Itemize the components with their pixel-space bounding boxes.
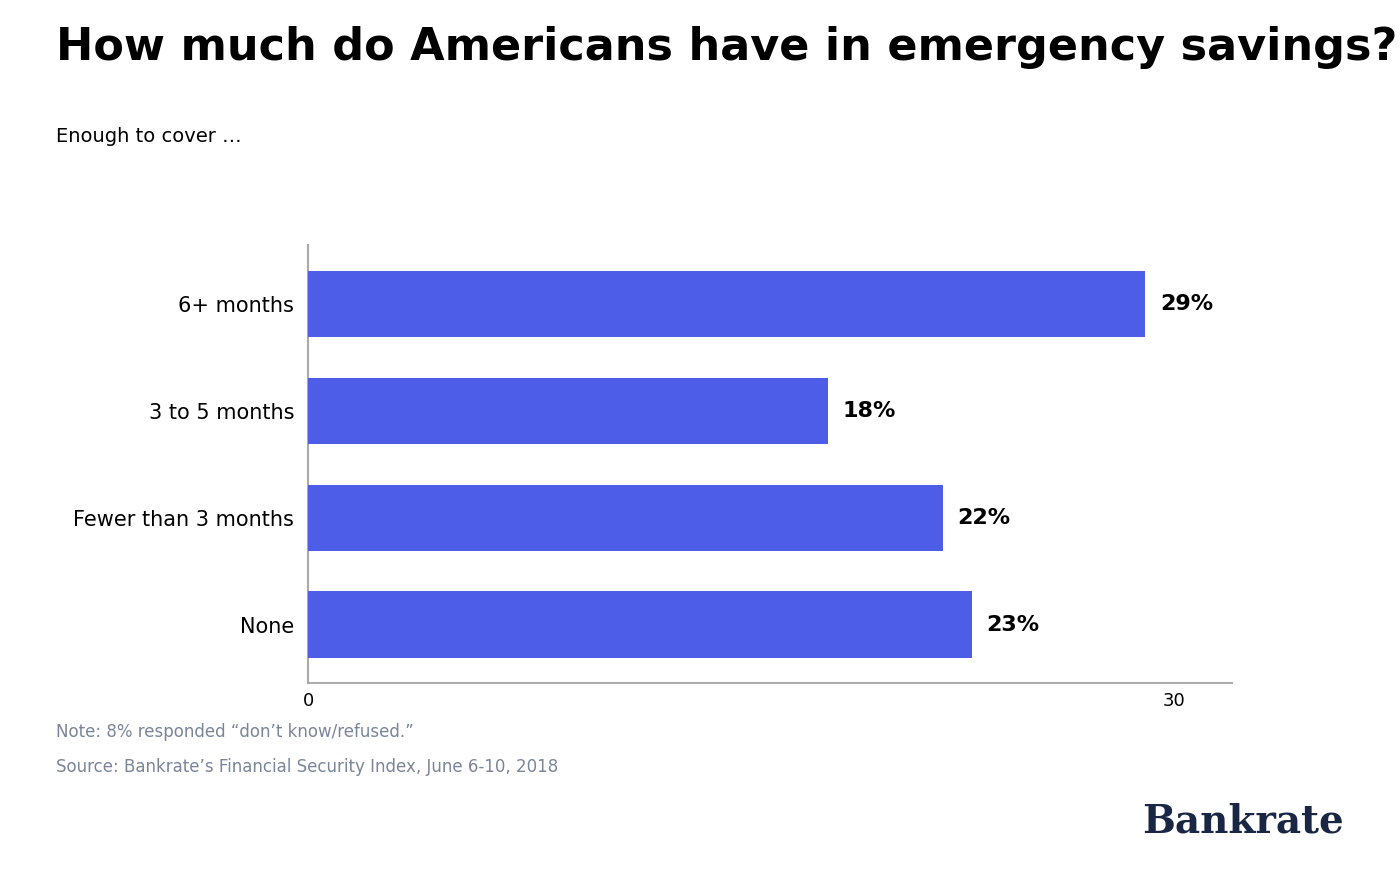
- Bar: [308, 484, 944, 551]
- Text: Enough to cover …: Enough to cover …: [56, 127, 242, 146]
- Text: 29%: 29%: [1159, 294, 1212, 314]
- Text: 18%: 18%: [843, 401, 896, 420]
- Bar: [308, 591, 972, 658]
- Bar: [308, 271, 1145, 337]
- Text: Source: Bankrate’s Financial Security Index, June 6-10, 2018: Source: Bankrate’s Financial Security In…: [56, 758, 559, 776]
- Text: 23%: 23%: [987, 615, 1040, 634]
- Text: Bankrate: Bankrate: [1142, 803, 1344, 841]
- Text: 22%: 22%: [958, 508, 1011, 527]
- Text: How much do Americans have in emergency savings?: How much do Americans have in emergency …: [56, 26, 1397, 69]
- Bar: [308, 378, 827, 444]
- Text: Note: 8% responded “don’t know/refused.”: Note: 8% responded “don’t know/refused.”: [56, 723, 414, 741]
